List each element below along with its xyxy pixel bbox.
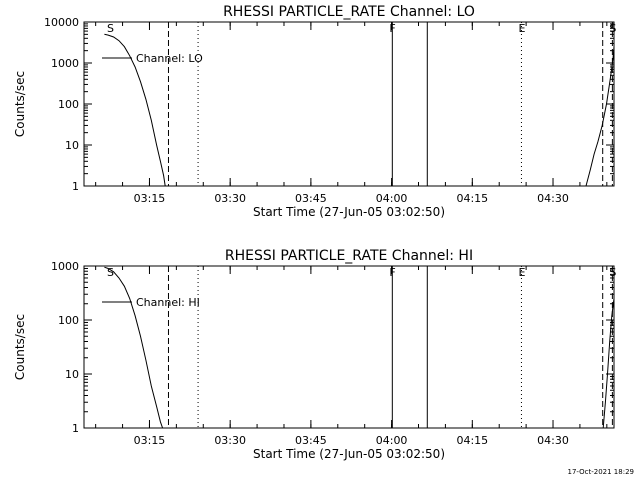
x-tick-label: 03:30 — [214, 434, 246, 447]
x-tick-label: 03:15 — [134, 434, 166, 447]
series-line — [104, 33, 166, 187]
y-tick-label: 1000 — [51, 260, 79, 273]
series-line — [602, 298, 615, 429]
x-tick-label: 03:15 — [134, 192, 166, 205]
event-marker-label: F — [389, 22, 395, 35]
event-marker-label: F — [389, 266, 395, 279]
x-axis-label: Start Time (27-Jun-05 03:02:50) — [253, 205, 445, 219]
x-tick-label: 03:45 — [295, 434, 327, 447]
y-tick-label: 10 — [65, 139, 79, 152]
y-tick-label: 10000 — [44, 16, 79, 29]
series-line — [104, 266, 164, 429]
y-axis-label: Counts/sec — [13, 71, 27, 137]
y-tick-label: 100 — [58, 98, 79, 111]
x-tick-label: 04:00 — [376, 192, 408, 205]
event-marker-label: E — [518, 266, 525, 279]
event-marker-label: E — [518, 22, 525, 35]
chart-title: RHESSI PARTICLE_RATE Channel: LO — [223, 4, 475, 20]
plot-frame — [83, 21, 615, 187]
y-tick-label: 1000 — [51, 57, 79, 70]
plot-frame — [83, 265, 615, 429]
generation-timestamp: 17-Oct-2021 18:29 — [567, 468, 634, 476]
x-tick-label: 03:30 — [214, 192, 246, 205]
y-tick-label: 1 — [72, 422, 79, 435]
x-tick-label: 04:30 — [537, 192, 569, 205]
legend-label: Channel: HI — [136, 296, 200, 309]
event-marker-label: S — [107, 22, 114, 35]
x-axis-label: Start Time (27-Jun-05 03:02:50) — [253, 447, 445, 461]
event-marker-label: S — [609, 22, 616, 35]
x-tick-label: 03:45 — [295, 192, 327, 205]
chart-title: RHESSI PARTICLE_RATE Channel: HI — [225, 248, 473, 264]
legend-label: Channel: LO — [136, 52, 203, 65]
x-tick-label: 04:15 — [456, 192, 488, 205]
y-tick-label: 100 — [58, 314, 79, 327]
y-tick-label: 1 — [72, 180, 79, 193]
series-line — [585, 46, 615, 187]
x-tick-label: 04:30 — [537, 434, 569, 447]
y-axis-label: Counts/sec — [13, 314, 27, 380]
x-tick-label: 04:00 — [376, 434, 408, 447]
event-marker-label: S — [609, 266, 616, 279]
y-tick-label: 10 — [65, 368, 79, 381]
x-tick-label: 04:15 — [456, 434, 488, 447]
event-marker-label: S — [107, 266, 114, 279]
